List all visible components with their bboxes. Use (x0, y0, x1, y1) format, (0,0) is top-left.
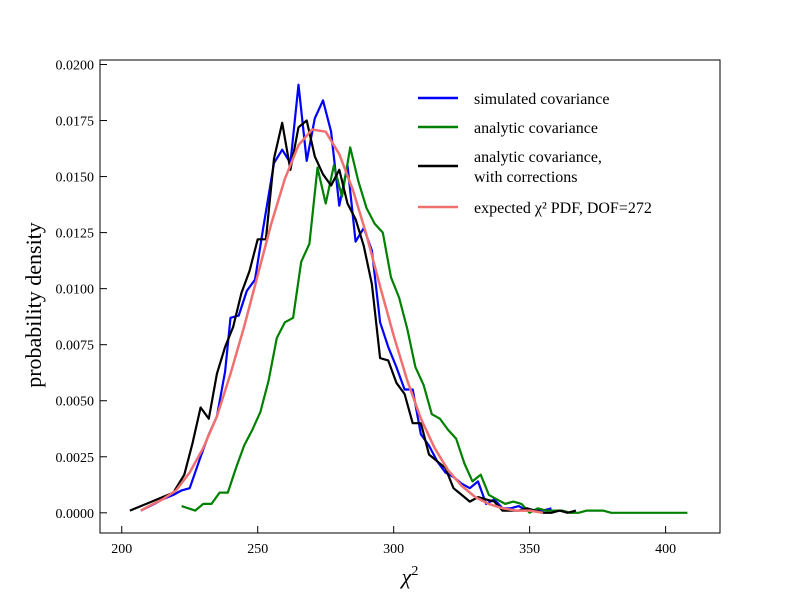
plot-frame (99, 59, 721, 534)
y-tick-label: 0.0100 (56, 283, 95, 298)
x-axis-label: χ2 (400, 564, 419, 589)
y-tick-label: 0.0150 (56, 171, 95, 186)
x-tick-label: 250 (247, 542, 268, 557)
legend-label-analytic: analytic covariance (474, 120, 598, 137)
y-tick-label: 0.0000 (56, 507, 95, 522)
legend-label-expected: expected χ² PDF, DOF=272 (474, 200, 652, 217)
x-tick-label: 200 (111, 542, 132, 557)
y-tick-label: 0.0175 (56, 115, 95, 130)
x-tick-label: 300 (383, 542, 404, 557)
y-axis-label: probability density (21, 222, 46, 388)
y-tick-label: 0.0125 (56, 227, 95, 242)
legend-label-simulated: simulated covariance (474, 91, 610, 108)
legend: simulated covariance analytic covariance… (418, 91, 652, 217)
x-tick-label: 350 (519, 542, 540, 557)
legend-label-corrected-line2: with corrections (474, 169, 578, 186)
tick-layer: 200 250 300 350 400 0.0000 0.0025 0.0050 0.0075 0… (56, 58, 677, 557)
y-tick-label: 0.0200 (56, 58, 95, 73)
series-layer (129, 83, 688, 515)
series-line-4 (140, 128, 544, 515)
y-tick-label: 0.0025 (56, 451, 95, 466)
y-tick-label: 0.0075 (56, 339, 95, 354)
x-tick-label: 400 (655, 542, 676, 557)
legend-label-corrected-line1: analytic covariance, (474, 149, 602, 166)
series-line-3 (129, 119, 577, 514)
y-tick-label: 0.0050 (56, 395, 95, 410)
plot-area (100, 60, 720, 533)
series-line-2 (181, 146, 688, 514)
